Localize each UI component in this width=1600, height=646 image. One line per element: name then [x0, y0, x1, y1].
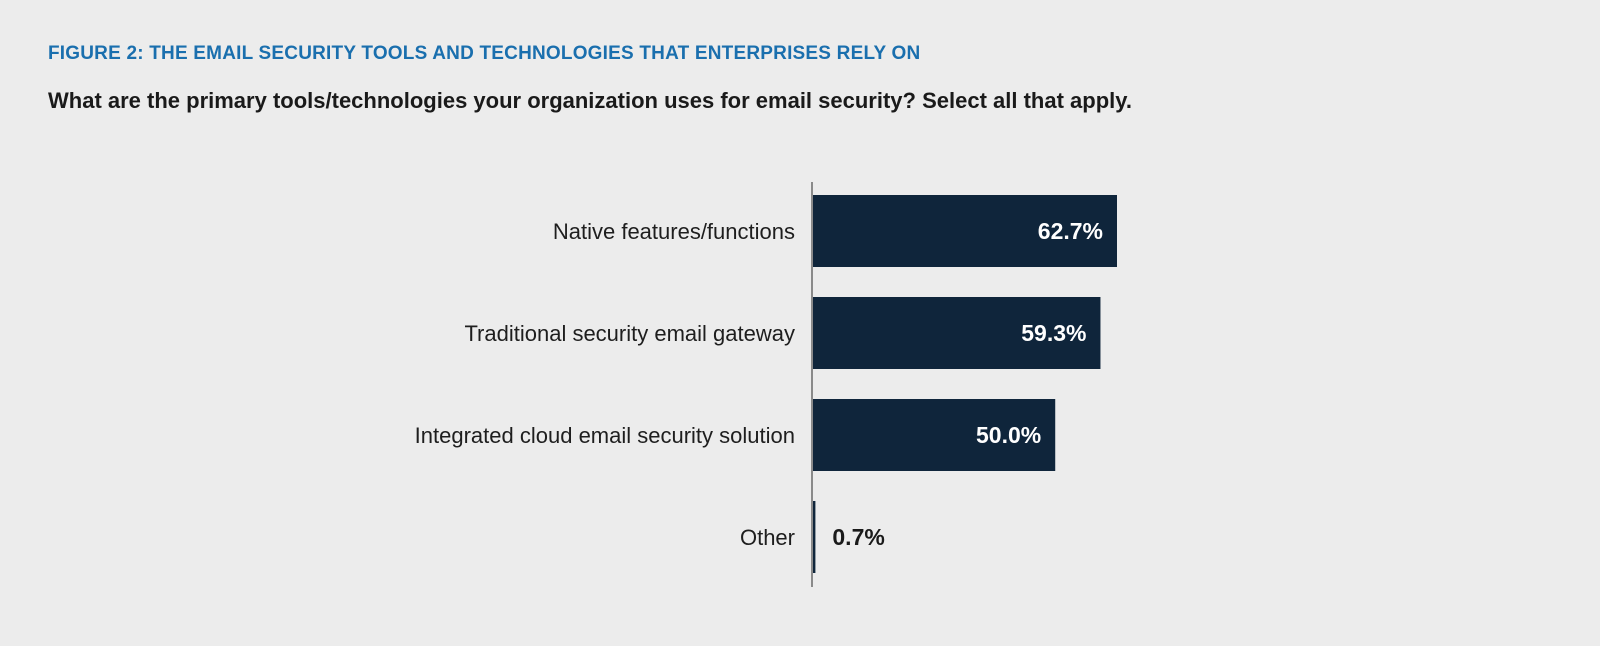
- survey-question: What are the primary tools/technologies …: [48, 88, 1132, 113]
- value-label: 59.3%: [1021, 320, 1086, 346]
- figure-title: FIGURE 2: THE EMAIL SECURITY TOOLS AND T…: [48, 43, 921, 64]
- bar-2: [812, 399, 1056, 471]
- bar-1: [812, 297, 1101, 369]
- bar-3: [812, 501, 816, 573]
- category-label: Traditional security email gateway: [464, 321, 795, 346]
- category-label: Other: [740, 525, 795, 550]
- value-label: 62.7%: [1038, 218, 1103, 244]
- value-label: 50.0%: [976, 422, 1041, 448]
- category-label: Integrated cloud email security solution: [415, 423, 795, 448]
- bar-0: [812, 195, 1117, 267]
- category-label: Native features/functions: [553, 219, 795, 244]
- value-label: 0.7%: [832, 524, 884, 550]
